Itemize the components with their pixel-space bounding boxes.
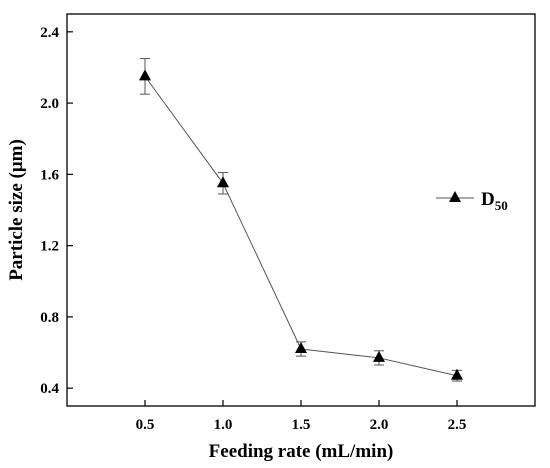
y-tick-label: 1.2 bbox=[40, 239, 59, 255]
y-tick-label: 2.0 bbox=[40, 96, 59, 112]
y-tick-label: 0.8 bbox=[40, 310, 59, 326]
y-tick-label: 0.4 bbox=[40, 381, 59, 397]
x-tick-label: 1.5 bbox=[292, 417, 311, 433]
legend-marker bbox=[449, 191, 461, 202]
x-tick-label: 1.0 bbox=[214, 417, 233, 433]
data-point bbox=[295, 341, 307, 353]
x-tick-label: 2.0 bbox=[370, 417, 389, 433]
y-tick-label: 2.4 bbox=[40, 25, 59, 41]
legend-series-name: D bbox=[481, 189, 495, 210]
y-axis-title: Particle size (μm) bbox=[6, 139, 27, 281]
legend-series-subscript: 50 bbox=[495, 198, 508, 213]
data-point bbox=[217, 176, 229, 188]
series-layer bbox=[139, 58, 463, 382]
y-tick-label: 1.6 bbox=[40, 167, 59, 183]
legend: D50 bbox=[436, 189, 508, 213]
data-point bbox=[373, 350, 385, 362]
series-line bbox=[144, 76, 458, 377]
y-axis: 0.4 0.8 1.2 1.6 2.0 2.4 bbox=[40, 25, 73, 397]
x-tick-label: 0.5 bbox=[136, 417, 155, 433]
data-point bbox=[139, 69, 151, 81]
data-point bbox=[451, 368, 463, 380]
x-axis-title: Feeding rate (mL/min) bbox=[209, 441, 394, 462]
legend-label: D50 bbox=[481, 189, 508, 213]
x-tick-label: 2.5 bbox=[448, 417, 467, 433]
x-axis: 0.5 1.0 1.5 2.0 2.5 bbox=[136, 400, 467, 433]
